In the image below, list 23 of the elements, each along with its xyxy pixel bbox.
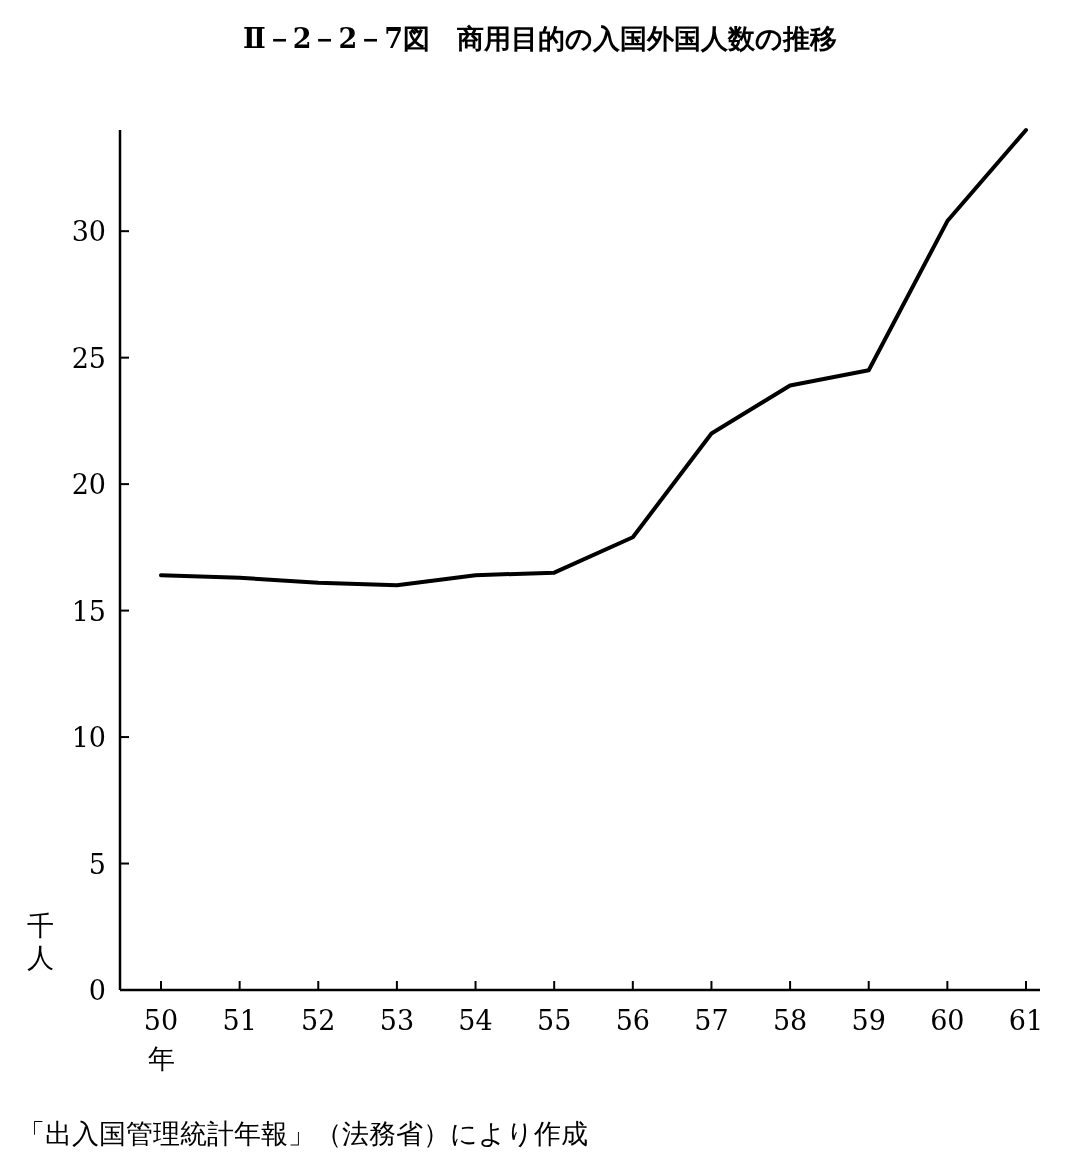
text: 「出入国管理統計年報」（法務省）により作成 — [18, 1118, 588, 1149]
x-tick-label: 59 — [851, 1005, 886, 1036]
y-tick-label: 10 — [71, 722, 106, 754]
x-tick-label: 53 — [379, 1005, 415, 1036]
x-tick-label: 61 — [1008, 1005, 1044, 1036]
y-tick-label: 25 — [71, 342, 106, 374]
x-tick-label: 56 — [615, 1005, 650, 1036]
y-tick-label: 5 — [88, 848, 106, 880]
y-tick-label: 15 — [71, 595, 106, 627]
x-tick-label: 50 — [143, 1005, 179, 1036]
y-axis-title: 千人 — [26, 910, 54, 973]
x-tick-label: 54 — [458, 1005, 493, 1036]
y-tick-label: 20 — [71, 469, 106, 501]
x-tick-label: 55 — [537, 1005, 572, 1036]
x-tick-label: 51 — [222, 1005, 257, 1036]
chart-title: Ⅱ－2－2－7図 商用目的の入国外国人数の推移 — [242, 23, 838, 54]
x-axis-title: 年 — [147, 1043, 175, 1074]
x-tick-label: 58 — [772, 1005, 808, 1036]
y-tick-label: 0 — [88, 975, 106, 1006]
x-tick-label: 60 — [930, 1005, 965, 1036]
y-tick-label: 30 — [71, 216, 106, 248]
x-tick-label: 52 — [301, 1005, 336, 1036]
x-tick-label: 57 — [694, 1005, 729, 1036]
